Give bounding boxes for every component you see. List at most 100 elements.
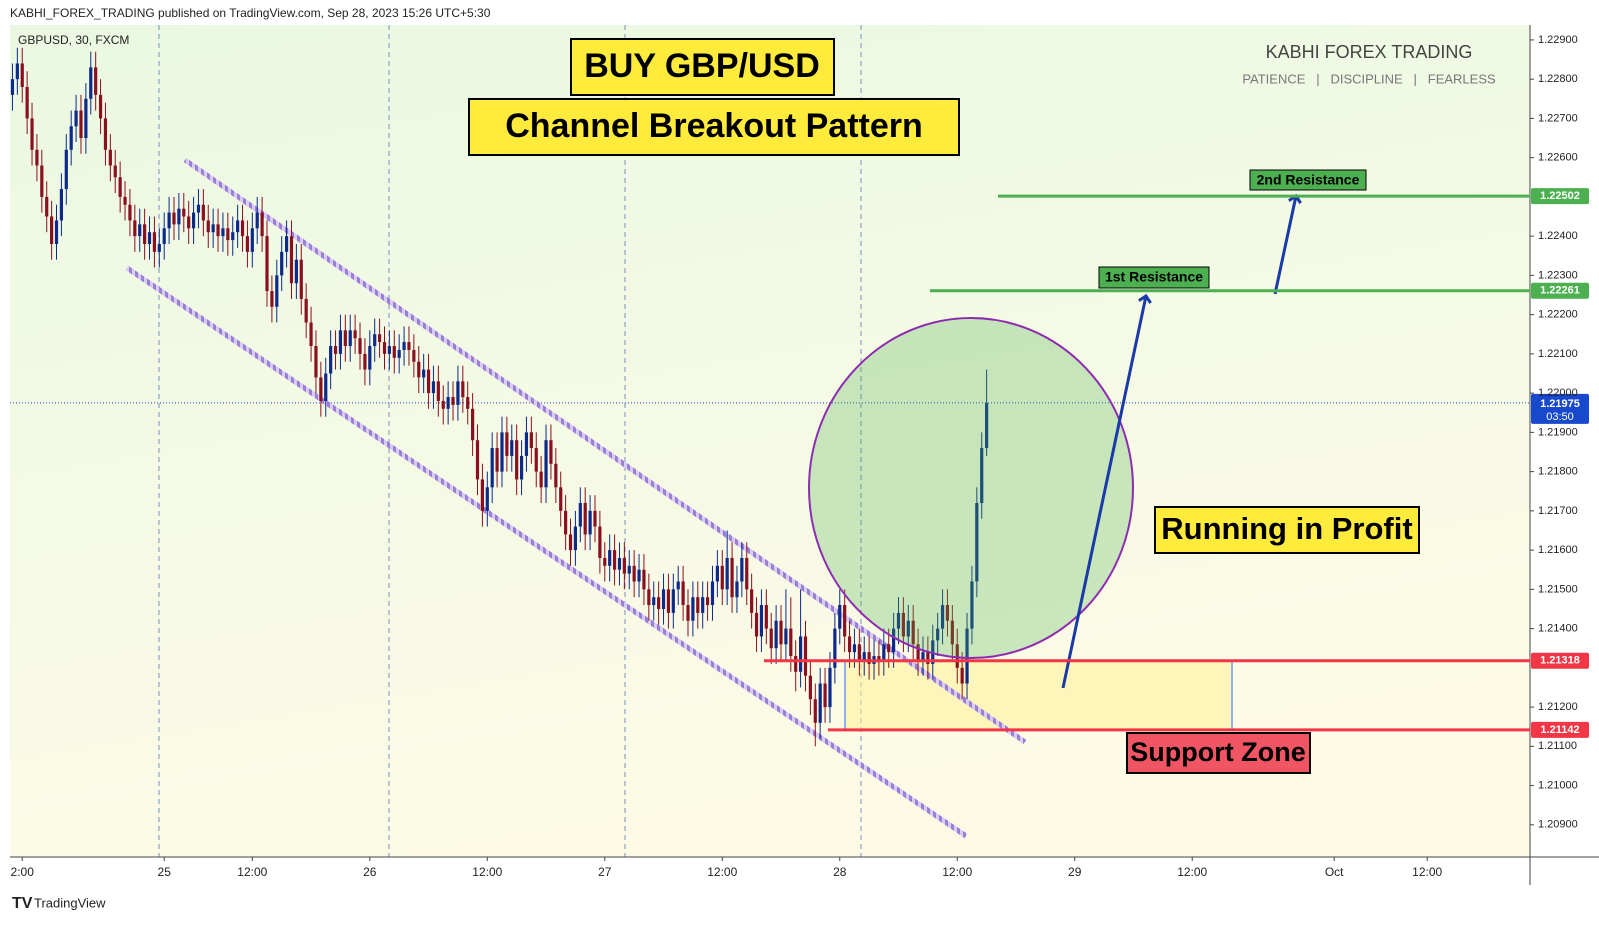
candle-body (730, 557, 734, 598)
candle-body (201, 204, 205, 221)
candle-body (671, 589, 675, 613)
candle-body (950, 620, 954, 645)
candle-body (280, 251, 284, 276)
candle-body (701, 597, 705, 613)
candle-body (657, 597, 661, 609)
candle-body (196, 204, 201, 213)
candle-body (245, 236, 250, 252)
candle-body (970, 581, 974, 629)
candle-body (343, 330, 347, 347)
candle-body (735, 581, 739, 598)
candle-body (94, 67, 98, 95)
candle-body (892, 628, 896, 653)
candle-body (402, 342, 406, 350)
candle-body (436, 381, 440, 401)
candle-body (877, 656, 881, 660)
candle-body (515, 440, 519, 480)
candle-body (377, 334, 382, 343)
resistance-1-box (1098, 266, 1210, 289)
candle-body (759, 605, 764, 637)
level-tag-label: 1.21318 (1540, 655, 1580, 667)
candle-body (10, 79, 15, 95)
brand: KABHI FOREX TRADING (1266, 42, 1473, 62)
candle-body (720, 565, 724, 590)
candle-body (387, 346, 391, 354)
level-tag (1531, 652, 1589, 669)
candle-body (250, 228, 254, 252)
candle-body (275, 275, 279, 307)
status-box (1154, 506, 1420, 554)
candle-body (965, 628, 969, 684)
candle-body (681, 581, 685, 606)
y-tick-label: 1.22800 (1538, 73, 1578, 85)
channel-lower (125, 265, 968, 839)
candle-body (794, 656, 798, 672)
candle-body (843, 605, 847, 637)
candle-body (123, 196, 127, 205)
published-line: KABHI_FOREX_TRADING published on Trading… (10, 6, 491, 20)
candle-body (529, 432, 533, 449)
session-lines (158, 25, 862, 857)
candle-body (348, 330, 352, 347)
candle-body (187, 216, 191, 229)
candle-body (407, 342, 411, 350)
candle-body (642, 569, 646, 590)
title: BUY GBP/USD (584, 47, 820, 85)
candle-body (857, 644, 861, 660)
tv-logo: TV (12, 895, 33, 912)
candle-body (45, 196, 49, 217)
x-tick-label: 28 (833, 865, 847, 879)
candle-body (284, 236, 289, 252)
candle-body (495, 448, 499, 472)
candle-body (157, 243, 161, 252)
candle-body (916, 644, 920, 660)
x-tick-label: 12:00 (237, 865, 267, 879)
candle-body (265, 236, 269, 292)
candle-body (471, 408, 475, 441)
candle-body (226, 228, 230, 241)
y-tick-label: 1.22100 (1538, 348, 1578, 360)
candle-body (622, 557, 626, 574)
candle-body (417, 361, 421, 378)
candle-body (779, 620, 783, 645)
y-tick-label: 1.21000 (1538, 779, 1578, 791)
candle-body (231, 232, 235, 241)
candle-body (833, 628, 837, 668)
candle-body (363, 353, 367, 370)
candle-body (382, 342, 387, 354)
level-tag (1531, 721, 1589, 738)
candle-body (955, 644, 959, 668)
candle-body (598, 526, 602, 558)
candle-body (573, 526, 578, 551)
profit-circle (808, 317, 1134, 659)
candle-body (603, 557, 607, 566)
candle-body (20, 63, 24, 88)
candle-body (216, 224, 220, 237)
candle-body (338, 330, 343, 354)
arrow-1 (1061, 296, 1146, 689)
candle-body (666, 589, 671, 613)
support-box (1126, 732, 1311, 774)
candle-body (84, 98, 88, 139)
candle-body (319, 377, 323, 401)
plot-background (10, 25, 1530, 857)
candle-body (373, 334, 377, 347)
candle-body (466, 397, 470, 409)
candle-body (740, 557, 744, 582)
candle-body (754, 612, 759, 637)
x-tick-label: 27 (598, 865, 612, 879)
candle-body (299, 259, 303, 299)
candle-body (808, 675, 812, 700)
candle-body (260, 212, 264, 237)
level-tag-label: 1.22261 (1540, 285, 1580, 297)
candle-body (647, 589, 651, 606)
candle-body (632, 565, 636, 582)
candle-body (583, 503, 587, 535)
status: Running in Profit (1161, 511, 1412, 546)
candle-body (431, 381, 436, 394)
x-tick-label: 26 (363, 865, 377, 879)
candle-body (69, 126, 73, 150)
candle-body (549, 440, 553, 464)
candle-body (59, 189, 64, 221)
candle-body (559, 487, 563, 511)
